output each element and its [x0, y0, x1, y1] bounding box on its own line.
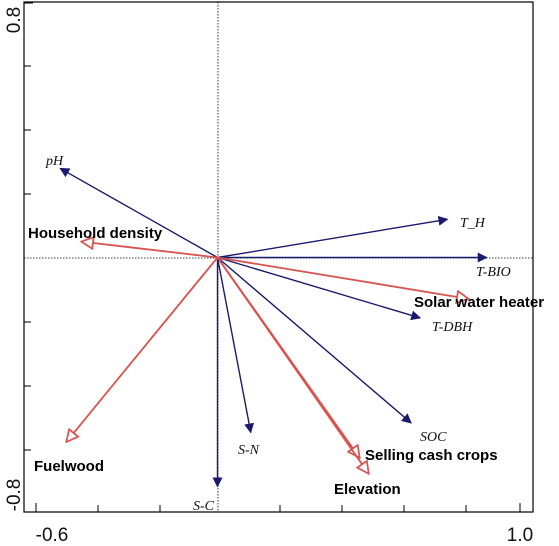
response-label-t-h: T_H [460, 216, 486, 231]
explanatory-label-household-density: Household density [28, 225, 163, 242]
explanatory-arrow-fuelwood [66, 256, 219, 443]
response-label-t-dbh: T-DBH [432, 320, 473, 335]
response-label-ph: pH [45, 154, 64, 169]
explanatory-label-selling-cash-crops: Selling cash crops [365, 447, 498, 464]
explanatory-label-elevation: Elevation [334, 481, 401, 498]
explanatory-labels: Household density Solar water heater Fue… [28, 225, 544, 498]
response-arrows [59, 167, 488, 488]
response-label-s-c: S-C [193, 499, 215, 514]
x-tick-label-right: 1.0 [507, 525, 533, 546]
explanatory-arrows [66, 242, 468, 474]
response-arrow-s-n [216, 257, 255, 434]
explanatory-arrow-solar-water-heater [217, 256, 469, 299]
explanatory-arrow-elevation [216, 256, 369, 474]
response-arrow-soc [217, 256, 412, 424]
response-arrow-ph [59, 167, 218, 259]
response-arrow-t-h [217, 215, 449, 259]
response-label-soc: SOC [420, 430, 447, 445]
y-tick-label-top: 0.8 [4, 7, 25, 33]
response-label-s-n: S-N [238, 443, 260, 458]
explanatory-label-fuelwood: Fuelwood [34, 458, 104, 475]
y-tick-label-bottom: -0.8 [4, 479, 25, 512]
explanatory-label-solar-water-heater: Solar water heater [414, 294, 544, 311]
axis-ticks [24, 2, 521, 513]
response-arrow-t-dbh [217, 256, 422, 321]
plot-frame [23, 1, 534, 513]
x-tick-label-left: -0.6 [36, 525, 69, 546]
response-labels: pH T_H T-BIO T-DBH SOC S-N S-C [45, 154, 511, 514]
explanatory-arrow-household-density [81, 242, 218, 259]
response-label-t-bio: T-BIO [476, 265, 511, 280]
